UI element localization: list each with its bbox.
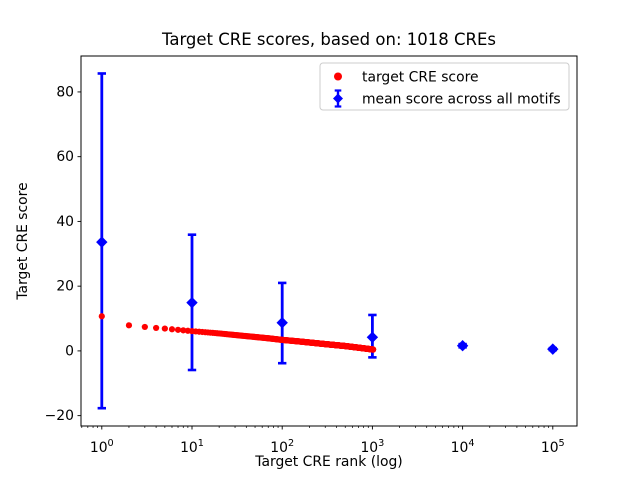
mean-score-diamond bbox=[547, 343, 559, 355]
mean-score-diamond bbox=[96, 236, 108, 248]
mean-score-diamond bbox=[276, 317, 288, 329]
x-tick-label: 100 bbox=[90, 438, 114, 456]
mean-score-diamond bbox=[456, 340, 469, 352]
mean-score-diamond bbox=[186, 296, 198, 309]
y-tick-label: 0 bbox=[65, 343, 74, 359]
legend-target-marker bbox=[334, 72, 342, 81]
legend-mean-label: mean score across all motifs bbox=[362, 92, 561, 108]
target-score-point bbox=[98, 313, 105, 320]
target-score-point bbox=[180, 327, 187, 334]
y-tick-label: −20 bbox=[45, 408, 74, 424]
legend-target-label: target CRE score bbox=[362, 70, 479, 86]
y-tick-label: 80 bbox=[56, 84, 74, 100]
legend-mean-marker bbox=[333, 93, 343, 104]
y-axis-label: Target CRE score bbox=[15, 182, 31, 300]
mean-score-series bbox=[96, 72, 559, 410]
y-tick-label: 60 bbox=[56, 149, 74, 165]
target-score-point bbox=[174, 326, 182, 333]
plot-area-frame bbox=[80, 55, 578, 427]
x-tick-label: 105 bbox=[541, 438, 565, 456]
legend: target CRE score mean score across all mo… bbox=[319, 62, 570, 111]
y-tick-label: 20 bbox=[56, 279, 74, 295]
target-score-point bbox=[168, 326, 176, 333]
x-tick-label: 101 bbox=[180, 438, 204, 456]
target-score-point bbox=[125, 322, 133, 329]
target-score-series bbox=[98, 313, 377, 353]
legend-box bbox=[319, 62, 570, 111]
x-minor-ticks bbox=[81, 426, 550, 428]
target-score-point bbox=[161, 325, 168, 332]
mean-score-diamond bbox=[366, 331, 379, 344]
x-major-ticks: 100 101 102 103 104 105 bbox=[90, 426, 565, 456]
x-tick-label: 104 bbox=[451, 438, 475, 456]
target-score-point bbox=[369, 346, 377, 353]
y-tick-label: 40 bbox=[56, 214, 74, 230]
target-score-point bbox=[153, 324, 160, 332]
target-score-point bbox=[141, 323, 148, 331]
chart-title: Target CRE scores, based on: 1018 CREs bbox=[161, 30, 496, 49]
y-ticks: −20 0 20 40 60 80 bbox=[45, 84, 81, 424]
x-axis-label: Target CRE rank (log) bbox=[254, 454, 402, 470]
